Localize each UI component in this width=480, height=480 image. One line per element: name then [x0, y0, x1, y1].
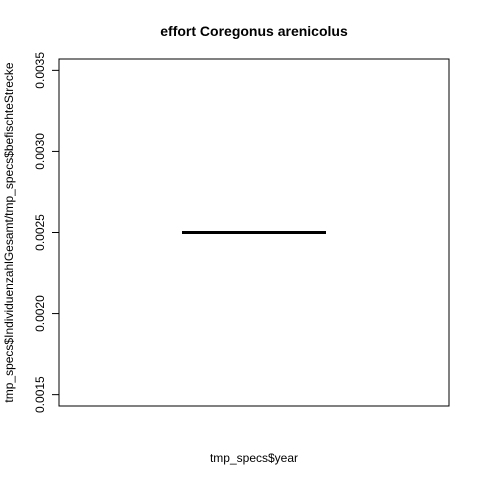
- y-tick-label: 0.0030: [33, 133, 47, 170]
- y-tick-label: 0.0035: [33, 52, 47, 89]
- chart-title: effort Coregonus arenicolus: [160, 23, 348, 39]
- y-tick-label: 0.0025: [33, 214, 47, 251]
- x-axis-label: tmp_specs$year: [210, 451, 298, 465]
- y-axis: 0.0015 0.0020 0.0025 0.0030 0.0035: [33, 52, 60, 413]
- y-tick-label: 0.0015: [33, 376, 47, 413]
- y-tick-label: 0.0020: [33, 295, 47, 332]
- y-axis-label: tmp_specs$IndividuenzahlGesamt/tmp_specs…: [2, 62, 16, 403]
